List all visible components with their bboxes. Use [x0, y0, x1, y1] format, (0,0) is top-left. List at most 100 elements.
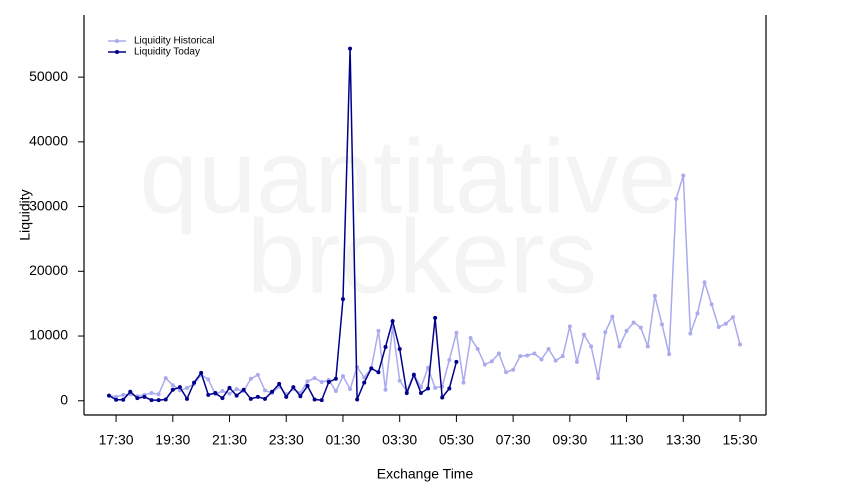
point [348, 387, 353, 392]
point [298, 394, 303, 399]
point [681, 173, 686, 178]
point [376, 328, 381, 333]
point [177, 385, 182, 390]
point [227, 391, 232, 396]
point [184, 385, 189, 390]
point [638, 325, 643, 330]
point [170, 387, 175, 392]
point [560, 354, 565, 359]
x-tick-label: 21:30 [212, 432, 247, 448]
point [114, 397, 119, 402]
point [390, 319, 395, 324]
point [291, 385, 296, 390]
point [447, 386, 452, 391]
point [674, 196, 679, 201]
legend-point [115, 50, 119, 54]
point [184, 396, 189, 401]
watermark: brokers [247, 199, 597, 316]
point [660, 322, 665, 327]
point [447, 357, 452, 362]
point [730, 315, 735, 320]
point [284, 394, 289, 399]
point [426, 365, 431, 370]
point [277, 381, 282, 386]
point [163, 376, 168, 381]
point [716, 324, 721, 329]
point [511, 367, 516, 372]
point [702, 280, 707, 285]
point [418, 390, 423, 395]
x-tick-label: 17:30 [99, 432, 134, 448]
point [475, 346, 480, 351]
plot-frame [83, 15, 767, 416]
legend-point [115, 39, 119, 43]
point [525, 353, 530, 358]
point [170, 383, 175, 388]
point [128, 389, 133, 394]
point [454, 359, 459, 364]
point [404, 390, 409, 395]
point [624, 328, 629, 333]
point [333, 376, 338, 381]
point [617, 344, 622, 349]
point [688, 331, 693, 336]
point [667, 352, 672, 357]
point [121, 397, 126, 402]
point [738, 342, 742, 347]
point [631, 320, 636, 325]
point [312, 397, 317, 402]
point [603, 330, 608, 335]
point [213, 390, 218, 395]
x-tick-label: 15:30 [722, 432, 757, 448]
point [567, 324, 572, 329]
point [383, 387, 388, 392]
point [723, 321, 728, 326]
point [589, 344, 594, 349]
point [397, 346, 402, 351]
point [504, 370, 509, 375]
point [383, 345, 388, 350]
point [440, 395, 445, 400]
point [270, 389, 275, 394]
point [206, 377, 211, 382]
point [433, 385, 438, 390]
point [234, 387, 239, 392]
point [114, 394, 119, 399]
x-tick-label: 23:30 [269, 432, 304, 448]
y-tick-label: 50000 [29, 68, 68, 84]
point [319, 398, 324, 403]
watermark: quantitative [139, 119, 676, 236]
point [397, 378, 402, 383]
point [220, 389, 225, 394]
point [326, 379, 331, 384]
point [192, 380, 197, 385]
point [121, 392, 126, 397]
point [333, 389, 338, 394]
point [248, 396, 253, 401]
point [709, 302, 714, 307]
point [305, 379, 310, 384]
point [255, 372, 260, 377]
x-tick-label: 13:30 [666, 432, 701, 448]
point [227, 385, 232, 390]
x-tick-label: 09:30 [552, 432, 587, 448]
point [546, 346, 551, 351]
point [539, 357, 544, 362]
point [468, 335, 473, 340]
point [418, 385, 423, 390]
point [348, 46, 353, 51]
point [355, 397, 360, 402]
point [248, 376, 253, 381]
point [156, 398, 161, 403]
point [262, 388, 267, 393]
point [426, 386, 431, 391]
point [376, 370, 381, 375]
point [234, 393, 239, 398]
point [482, 362, 487, 367]
point [411, 372, 416, 377]
point [496, 351, 501, 356]
point [340, 374, 345, 379]
point [532, 351, 537, 356]
point [163, 397, 168, 402]
